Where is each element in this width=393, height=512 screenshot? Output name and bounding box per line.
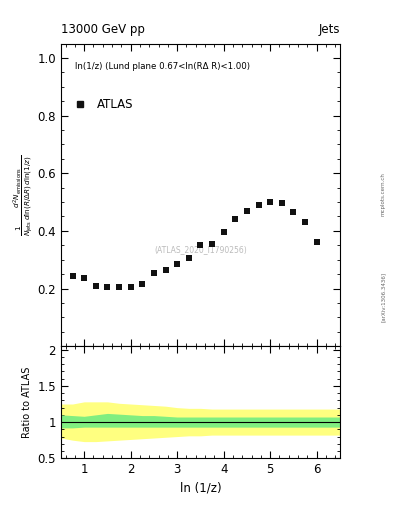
Text: ATLAS: ATLAS <box>97 98 134 111</box>
Text: 13000 GeV pp: 13000 GeV pp <box>61 23 145 36</box>
Text: ln(1/z) (Lund plane 0.67<ln(RΔ R)<1.00): ln(1/z) (Lund plane 0.67<ln(RΔ R)<1.00) <box>75 61 250 71</box>
X-axis label: ln (1/z): ln (1/z) <box>180 482 221 495</box>
Text: [arXiv:1306.3436]: [arXiv:1306.3436] <box>381 272 386 322</box>
Text: (ATLAS_2020_I1790256): (ATLAS_2020_I1790256) <box>154 245 247 254</box>
Y-axis label: Ratio to ATLAS: Ratio to ATLAS <box>22 367 32 438</box>
Text: mcplots.cern.ch: mcplots.cern.ch <box>381 173 386 217</box>
Y-axis label: $\frac{1}{N_\mathrm{jets}}\frac{d^2N_\mathrm{emissions}}{d\ln(R/\Delta R)\,d\ln(: $\frac{1}{N_\mathrm{jets}}\frac{d^2N_\ma… <box>11 154 35 236</box>
Text: Jets: Jets <box>318 23 340 36</box>
